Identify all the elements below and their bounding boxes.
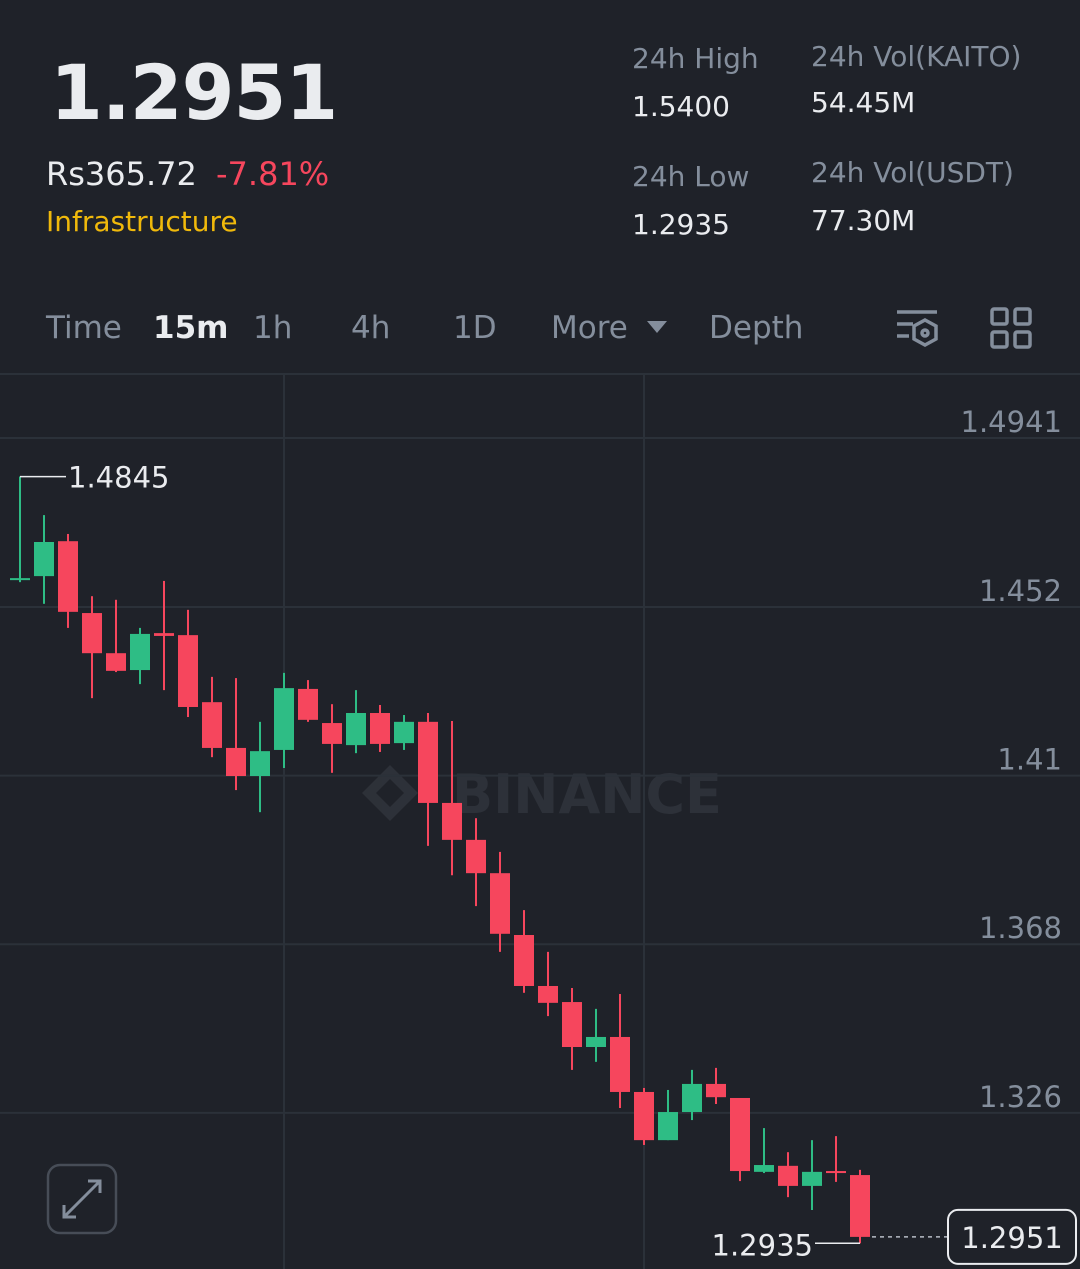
tab[interactable]: 4h bbox=[351, 310, 391, 346]
candle-body bbox=[682, 1083, 702, 1113]
candle-body bbox=[562, 1002, 582, 1048]
candle-body bbox=[10, 578, 30, 581]
candle-body bbox=[250, 751, 270, 777]
candle-body bbox=[274, 688, 294, 750]
expand-button[interactable] bbox=[46, 1163, 118, 1235]
y-tick-label: 1.326 bbox=[979, 1080, 1062, 1114]
y-tick-label: 1.452 bbox=[979, 574, 1062, 608]
tab[interactable]: Time bbox=[46, 310, 122, 346]
divider bbox=[0, 373, 1080, 375]
candle-body bbox=[850, 1175, 870, 1237]
category-tag[interactable]: Infrastructure bbox=[46, 205, 238, 238]
y-tick-label: 1.41 bbox=[997, 743, 1062, 777]
candle-body bbox=[538, 985, 558, 1003]
fiat-price: Rs365.72 bbox=[46, 155, 197, 193]
candle-body bbox=[778, 1165, 798, 1186]
stat-label: 24h Vol(KAITO) bbox=[811, 40, 1022, 73]
candle-body bbox=[514, 935, 534, 986]
candle-body bbox=[394, 721, 414, 744]
last-price-box bbox=[947, 1208, 1077, 1265]
candle-body bbox=[706, 1083, 726, 1098]
candle-body bbox=[466, 839, 486, 874]
candle-body bbox=[82, 613, 102, 654]
expand-icon bbox=[62, 1179, 102, 1219]
candle-body bbox=[322, 723, 342, 744]
candle-body bbox=[370, 713, 390, 744]
stat-value: 77.30M bbox=[811, 204, 916, 237]
candle-body bbox=[634, 1091, 654, 1141]
candle-body bbox=[586, 1036, 606, 1048]
candle-body bbox=[130, 633, 150, 671]
layout-icon[interactable] bbox=[990, 307, 1034, 351]
y-tick-label: 1.368 bbox=[979, 911, 1062, 945]
candle-body bbox=[298, 688, 318, 720]
candle-body bbox=[202, 702, 222, 748]
stat-value: 54.45M bbox=[811, 86, 916, 119]
candle-body bbox=[346, 713, 366, 746]
candle-body bbox=[730, 1097, 750, 1172]
candle-body bbox=[58, 541, 78, 612]
candle-body bbox=[226, 747, 246, 777]
candle-body bbox=[826, 1171, 846, 1174]
candle-body bbox=[442, 802, 462, 840]
high-annotation: 1.4845 bbox=[68, 461, 169, 495]
candle-body bbox=[754, 1165, 774, 1172]
stat-value: 1.2935 bbox=[632, 208, 730, 241]
last-price: 1.2951 bbox=[50, 48, 338, 137]
stat-label: 24h Vol(USDT) bbox=[811, 156, 1014, 189]
candle-body bbox=[610, 1036, 630, 1092]
tab[interactable]: 1h bbox=[253, 310, 293, 346]
price-change: -7.81% bbox=[216, 155, 330, 193]
tab[interactable]: 15m bbox=[153, 310, 229, 346]
candle-body bbox=[106, 653, 126, 671]
candle-body bbox=[802, 1171, 822, 1186]
watermark: BINANCE bbox=[362, 763, 722, 826]
candle-body bbox=[418, 721, 438, 803]
settings-icon[interactable] bbox=[895, 308, 941, 350]
candle-body bbox=[658, 1112, 678, 1141]
dropdown-arrow[interactable] bbox=[646, 320, 668, 334]
tab[interactable]: Depth bbox=[709, 310, 804, 346]
candlestick-chart: BINANCE 1.4941 1.452 1.41 1.368 1.326 1.4845 1… bbox=[0, 375, 1080, 1269]
stat-label: 24h Low bbox=[632, 160, 750, 193]
tab[interactable]: More bbox=[551, 310, 628, 346]
candle-body bbox=[34, 541, 54, 577]
last-price-label: 1.2951 bbox=[961, 1221, 1062, 1255]
candle-body bbox=[490, 873, 510, 934]
stat-value: 1.5400 bbox=[632, 90, 730, 123]
watermark-text: BINANCE bbox=[452, 763, 722, 826]
stat-label: 24h High bbox=[632, 42, 759, 75]
candle-body bbox=[178, 635, 198, 707]
y-tick-label: 1.4941 bbox=[961, 405, 1062, 439]
low-annotation: 1.2935 bbox=[712, 1228, 813, 1262]
candle-body bbox=[154, 633, 174, 636]
tab[interactable]: 1D bbox=[453, 310, 497, 346]
